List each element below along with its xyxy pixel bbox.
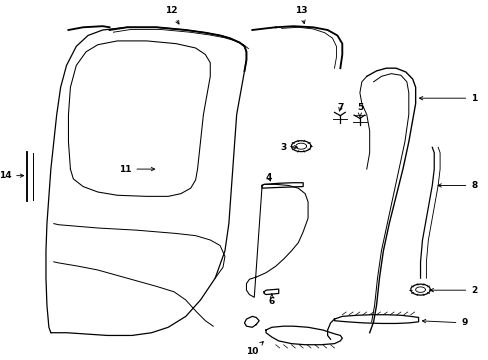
Text: 12: 12 [164, 6, 179, 24]
Text: 2: 2 [429, 286, 476, 295]
Text: 6: 6 [268, 294, 274, 306]
Text: 8: 8 [437, 181, 476, 190]
Text: 7: 7 [336, 104, 343, 112]
Text: 13: 13 [294, 6, 307, 24]
Text: 11: 11 [119, 165, 154, 174]
Text: 5: 5 [356, 104, 362, 116]
Text: 4: 4 [265, 173, 272, 182]
Text: 1: 1 [419, 94, 476, 103]
Text: 3: 3 [280, 143, 297, 152]
Text: 14: 14 [0, 171, 23, 180]
Text: 9: 9 [422, 318, 467, 327]
Text: 10: 10 [245, 342, 263, 356]
